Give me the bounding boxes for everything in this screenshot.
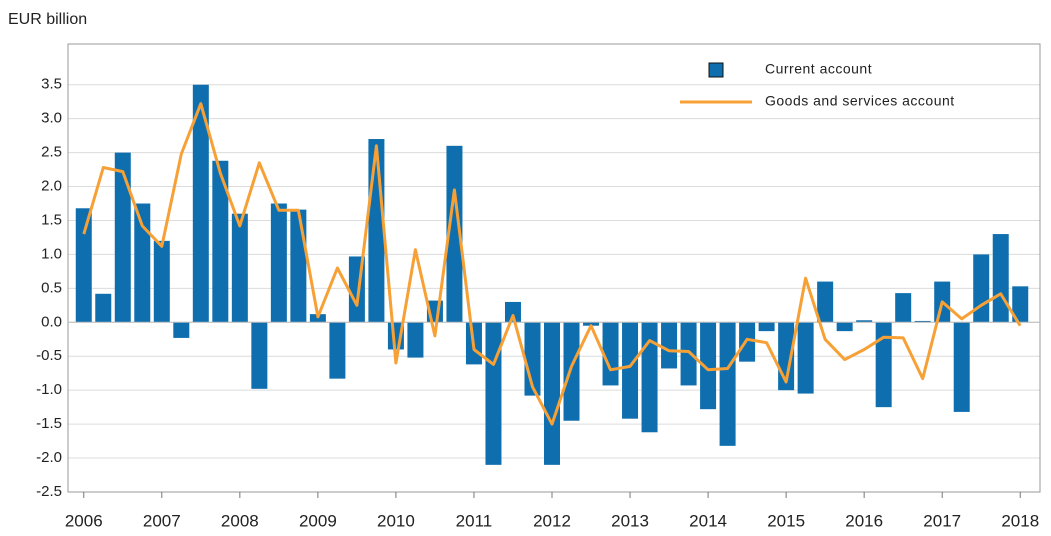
- bar: [368, 139, 385, 323]
- bar: [153, 240, 170, 323]
- bar: [836, 322, 853, 332]
- bar: [719, 322, 736, 446]
- x-tick-label: 2013: [611, 511, 649, 530]
- y-tick-label: 2.0: [41, 178, 62, 195]
- bar: [875, 322, 892, 408]
- x-tick-label: 2007: [143, 511, 181, 530]
- y-tick-label: -2.5: [36, 483, 62, 500]
- bar: [212, 160, 229, 323]
- bar: [504, 301, 521, 323]
- bar: [973, 254, 990, 323]
- y-tick-label: 3.0: [41, 110, 62, 127]
- y-tick-label: -2.0: [36, 449, 62, 466]
- bar: [817, 281, 834, 323]
- bar: [485, 322, 502, 465]
- y-tick-label: 2.5: [41, 144, 62, 161]
- bar: [173, 322, 190, 338]
- bar: [75, 208, 92, 323]
- bar: [1012, 286, 1029, 323]
- x-tick-label: 2014: [689, 511, 727, 530]
- bar: [114, 152, 131, 323]
- bar: [329, 322, 346, 379]
- x-tick-label: 2012: [533, 511, 571, 530]
- legend-label: Current account: [765, 61, 872, 77]
- x-tick-label: 2017: [923, 511, 961, 530]
- y-tick-label: 0.5: [41, 279, 62, 296]
- bar: [797, 322, 814, 394]
- bar: [914, 320, 931, 323]
- y-tick-label: 1.5: [41, 211, 62, 228]
- bar: [134, 203, 151, 323]
- bar: [563, 322, 580, 421]
- bar: [251, 322, 268, 389]
- bar: [953, 322, 970, 412]
- x-tick-label: 2016: [845, 511, 883, 530]
- bar: [680, 322, 697, 386]
- plot-frame: [67, 43, 1041, 493]
- y-tick-label: 0.0: [41, 313, 62, 330]
- y-tick-label: -0.5: [36, 347, 62, 364]
- bar: [446, 145, 463, 323]
- bar: [700, 322, 717, 410]
- x-tick-label: 2006: [65, 511, 103, 530]
- x-tick-label: 2010: [377, 511, 415, 530]
- y-tick-label: 3.5: [41, 76, 62, 93]
- bar: [270, 203, 287, 323]
- bar: [856, 320, 873, 323]
- x-tick-label: 2018: [1001, 511, 1039, 530]
- bar: [290, 209, 307, 323]
- bar: [407, 322, 424, 358]
- y-tick-label: -1.0: [36, 381, 62, 398]
- bar: [758, 322, 775, 332]
- bar: [661, 322, 678, 369]
- bar: [95, 293, 112, 323]
- line: [82, 102, 1022, 426]
- y-tick-label: 1.0: [41, 245, 62, 262]
- legend-swatch: [708, 62, 724, 78]
- y-axis-label: EUR billion: [8, 11, 87, 28]
- bar: [231, 213, 248, 323]
- bar: [544, 322, 560, 465]
- bar: [895, 293, 912, 323]
- bar: [583, 322, 600, 326]
- bar: [641, 322, 658, 433]
- x-tick-label: 2015: [767, 511, 805, 530]
- bar: [992, 234, 1009, 323]
- bar: [622, 322, 639, 419]
- x-tick-label: 2011: [456, 511, 493, 530]
- legend-label: Goods and services account: [765, 93, 955, 109]
- x-tick-label: 2008: [221, 511, 259, 530]
- x-tick-label: 2009: [299, 511, 337, 530]
- bar: [192, 84, 209, 323]
- y-tick-label: -1.5: [36, 415, 62, 432]
